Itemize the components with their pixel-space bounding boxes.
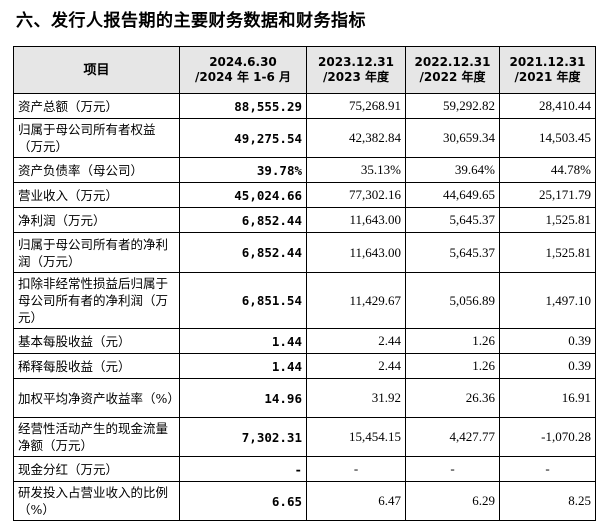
table-row: 现金分红（万元） - - - -: [13, 456, 596, 482]
value-cell: 75,268.91: [306, 93, 406, 119]
value-cell: 1,525.81: [499, 232, 596, 273]
value-cell: 2.44: [306, 328, 406, 354]
row-label: 现金分红（万元）: [13, 456, 180, 482]
value-cell-current: -: [179, 456, 307, 482]
table-row: 净利润（万元） 6,852.44 11,643.00 5,645.37 1,525.81: [13, 207, 596, 233]
value-cell: -: [306, 456, 406, 482]
value-cell: -1,070.28: [499, 417, 596, 457]
value-cell: 5,056.89: [405, 272, 500, 329]
row-label: 资产负债率（母公司）: [13, 157, 180, 183]
row-label: 经营性活动产生的现金流量净额（万元）: [13, 417, 180, 457]
value-cell: 1.26: [405, 353, 500, 379]
value-cell: 39.64%: [405, 157, 500, 183]
value-cell: 11,643.00: [306, 232, 406, 273]
row-label: 基本每股收益（元）: [13, 328, 180, 354]
section-title: 六、发行人报告期的主要财务数据和财务指标: [16, 11, 366, 31]
table-row: 资产负债率（母公司） 39.78% 35.13% 39.64% 44.78%: [13, 157, 596, 183]
value-cell-current: 6,851.54: [179, 272, 307, 329]
table-row: 加权平均净资产收益率（%） 14.96 31.92 26.36 16.91: [13, 378, 596, 418]
value-cell: 0.39: [499, 353, 596, 379]
value-cell: 4,427.77: [405, 417, 500, 457]
value-cell: 5,645.37: [405, 232, 500, 273]
value-cell: 8.25: [499, 481, 596, 521]
value-cell: 26.36: [405, 378, 500, 418]
value-cell: -: [499, 456, 596, 482]
value-cell: 77,302.16: [306, 182, 406, 208]
value-cell: 44.78%: [499, 157, 596, 183]
value-cell-current: 88,555.29: [179, 93, 307, 119]
table-row: 稀释每股收益（元） 1.44 2.44 1.26 0.39: [13, 353, 596, 379]
value-cell: 31.92: [306, 378, 406, 418]
value-cell: 5,645.37: [405, 207, 500, 233]
value-cell: 15,454.15: [306, 417, 406, 457]
value-cell-current: 6.65: [179, 481, 307, 521]
row-label: 营业收入（万元）: [13, 182, 180, 208]
value-cell: 42,382.84: [306, 118, 406, 158]
column-header-2021: 2021.12.31/2021 年度: [499, 46, 596, 94]
table-row: 营业收入（万元） 45,024.66 77,302.16 44,649.65 25,17…: [13, 182, 596, 208]
column-header-item: 项目: [13, 46, 180, 94]
value-cell: 28,410.44: [499, 93, 596, 119]
value-cell: 2.44: [306, 353, 406, 379]
value-cell: 6.29: [405, 481, 500, 521]
value-cell: 0.39: [499, 328, 596, 354]
value-cell-current: 6,852.44: [179, 207, 307, 233]
value-cell-current: 7,302.31: [179, 417, 307, 457]
value-cell: 1,525.81: [499, 207, 596, 233]
table-row: 基本每股收益（元） 1.44 2.44 1.26 0.39: [13, 328, 596, 354]
value-cell-current: 1.44: [179, 353, 307, 379]
table-row: 资产总额（万元） 88,555.29 75,268.91 59,292.82 28,41…: [13, 93, 596, 119]
table-row: 扣除非经常性损益后归属于母公司所有者的净利润（万元） 6,851.54 11,429…: [13, 272, 596, 329]
value-cell: 6.47: [306, 481, 406, 521]
value-cell: -: [405, 456, 500, 482]
value-cell-current: 14.96: [179, 378, 307, 418]
value-cell: 16.91: [499, 378, 596, 418]
column-header-2024h1: 2024.6.30/2024 年 1-6 月: [179, 46, 307, 94]
value-cell-current: 39.78%: [179, 157, 307, 183]
value-cell: 44,649.65: [405, 182, 500, 208]
row-label: 归属于母公司所有者权益（万元）: [13, 118, 180, 158]
value-cell: 1.26: [405, 328, 500, 354]
value-cell-current: 1.44: [179, 328, 307, 354]
table-header-row: 项目 2024.6.30/2024 年 1-6 月 2023.12.31/202…: [13, 46, 596, 94]
table-row: 归属于母公司所有者权益（万元） 49,275.54 42,382.84 30,659.…: [13, 118, 596, 158]
row-label: 净利润（万元）: [13, 207, 180, 233]
value-cell: 14,503.45: [499, 118, 596, 158]
row-label: 加权平均净资产收益率（%）: [13, 378, 180, 418]
table-row: 归属于母公司所有者的净利润（万元） 6,852.44 11,643.00 5,645.…: [13, 232, 596, 273]
value-cell: 35.13%: [306, 157, 406, 183]
column-header-2023: 2023.12.31/2023 年度: [306, 46, 406, 94]
value-cell-current: 6,852.44: [179, 232, 307, 273]
value-cell: 1,497.10: [499, 272, 596, 329]
row-label: 归属于母公司所有者的净利润（万元）: [13, 232, 180, 273]
row-label: 研发投入占营业收入的比例（%）: [13, 481, 180, 521]
value-cell-current: 45,024.66: [179, 182, 307, 208]
value-cell: 25,171.79: [499, 182, 596, 208]
row-label: 稀释每股收益（元）: [13, 353, 180, 379]
row-label: 资产总额（万元）: [13, 93, 180, 119]
value-cell: 11,643.00: [306, 207, 406, 233]
table-row: 研发投入占营业收入的比例（%） 6.65 6.47 6.29 8.25: [13, 481, 596, 521]
financial-data-table: 项目 2024.6.30/2024 年 1-6 月 2023.12.31/202…: [13, 46, 596, 521]
column-header-2022: 2022.12.31/2022 年度: [405, 46, 500, 94]
value-cell-current: 49,275.54: [179, 118, 307, 158]
row-label: 扣除非经常性损益后归属于母公司所有者的净利润（万元）: [13, 272, 180, 329]
value-cell: 11,429.67: [306, 272, 406, 329]
table-row: 经营性活动产生的现金流量净额（万元） 7,302.31 15,454.15 4,427…: [13, 417, 596, 457]
value-cell: 30,659.34: [405, 118, 500, 158]
value-cell: 59,292.82: [405, 93, 500, 119]
